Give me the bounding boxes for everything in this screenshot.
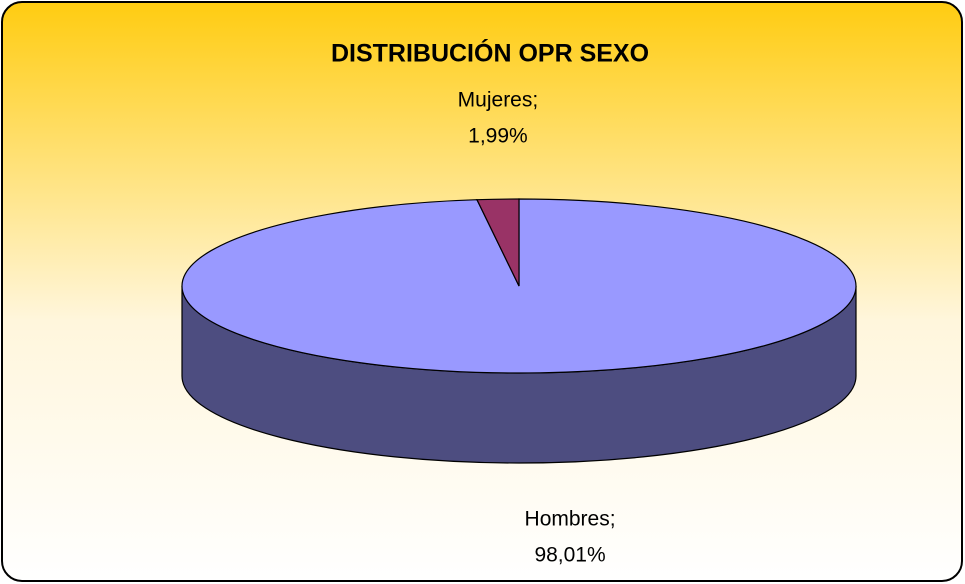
pie — [181, 198, 857, 464]
data-label-name: Mujeres; — [458, 89, 539, 112]
chart-title: DISTRIBUCIÓN OPR SEXO — [331, 38, 649, 68]
labels: Hombres; 98,01% Mujeres; 1,99% — [458, 89, 616, 567]
data-label-value: 1,99% — [468, 125, 528, 148]
data-label-value: 98,01% — [534, 543, 605, 566]
slice — [476, 198, 520, 287]
data-label-name: Hombres; — [525, 507, 616, 530]
